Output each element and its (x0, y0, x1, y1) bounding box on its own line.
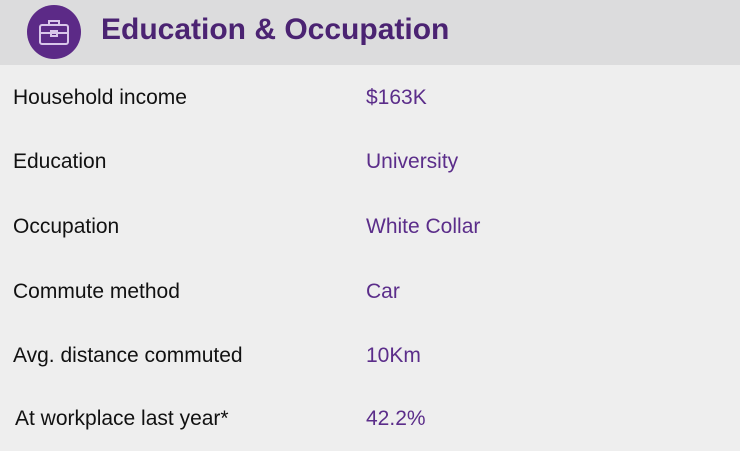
row-value: 10Km (366, 344, 421, 367)
row-value: White Collar (366, 215, 481, 238)
row-value: 42.2% (366, 407, 426, 430)
info-row: Education University (0, 150, 740, 180)
row-value: $163K (366, 86, 427, 109)
row-label: Occupation (13, 215, 120, 238)
section-title: Education & Occupation (101, 13, 450, 46)
info-row: Occupation White Collar (0, 215, 740, 245)
info-row: Household income $163K (0, 86, 740, 116)
row-label: Education (13, 150, 107, 173)
row-label: Commute method (13, 280, 180, 303)
info-row: Avg. distance commuted 10Km (0, 344, 740, 374)
row-value: Car (366, 280, 400, 303)
info-row: Commute method Car (0, 280, 740, 310)
row-label: Avg. distance commuted (13, 344, 243, 367)
row-label: At workplace last year* (15, 407, 229, 430)
briefcase-icon (27, 5, 81, 59)
row-value: University (366, 150, 459, 173)
row-label: Household income (13, 86, 187, 109)
info-row: At workplace last year* 42.2% (0, 407, 740, 437)
section-header: Education & Occupation (0, 0, 740, 65)
